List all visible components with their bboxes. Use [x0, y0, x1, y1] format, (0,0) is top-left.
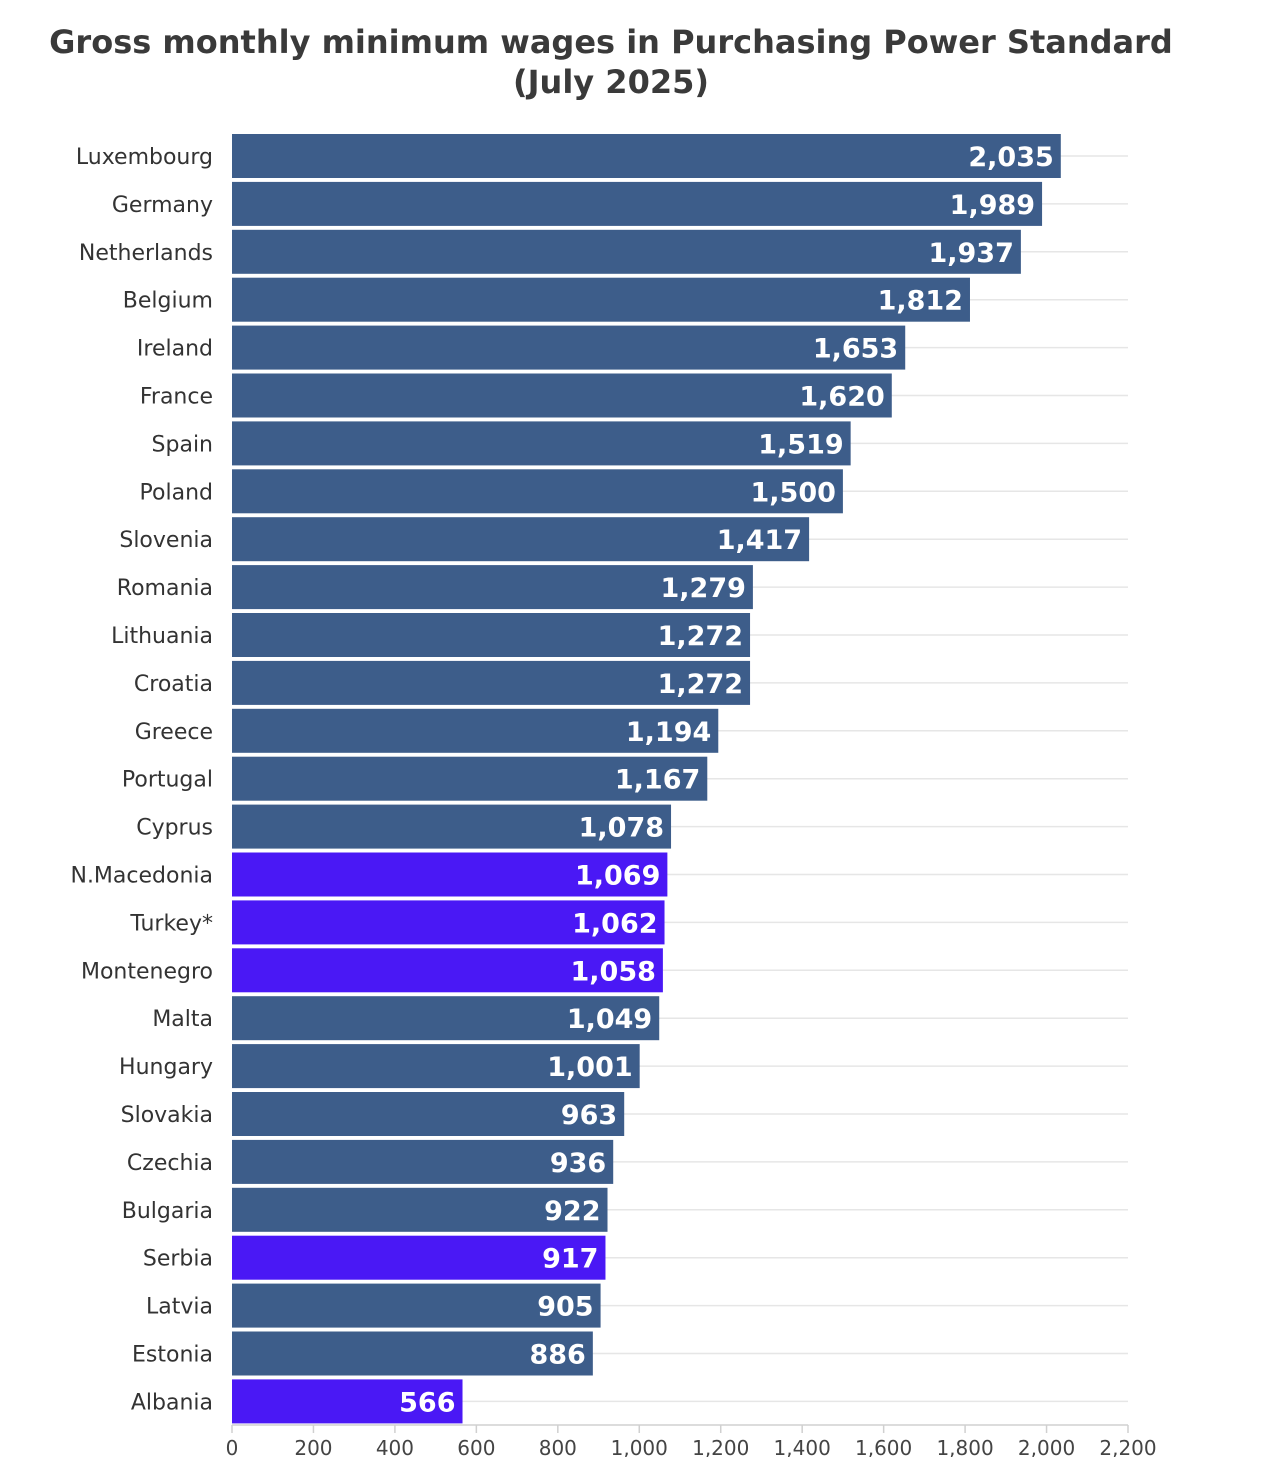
- category-label: Montenegro: [81, 959, 213, 984]
- bar: [232, 517, 810, 562]
- bar: [232, 996, 660, 1041]
- x-tick-label: 2,000: [1018, 1436, 1075, 1457]
- x-tick-label: 1,000: [611, 1436, 668, 1457]
- category-label: Latvia: [146, 1295, 213, 1320]
- category-label: Cyprus: [136, 816, 213, 841]
- bar: [232, 565, 753, 610]
- x-tick-label: 1,600: [855, 1436, 912, 1457]
- bar: [232, 900, 665, 945]
- category-label: Spain: [152, 432, 213, 457]
- data-label: 886: [529, 1340, 585, 1371]
- category-label: Czechia: [127, 1151, 213, 1176]
- bar: [232, 1139, 614, 1184]
- category-label: Turkey*: [129, 911, 213, 936]
- category-label: N.Macedonia: [70, 864, 213, 889]
- bars: Luxembourg 2,035 Germany 1,989 Netherlands 1,…: [70, 134, 1061, 1424]
- data-label: 2,035: [968, 142, 1053, 173]
- category-label: Bulgaria: [122, 1199, 213, 1224]
- data-label: 1,500: [751, 477, 836, 508]
- bar: [232, 1092, 625, 1136]
- chart-title-main: Gross monthly minimum wages in Purchasin…: [49, 23, 1173, 61]
- x-tick-label: 2,200: [1099, 1436, 1156, 1457]
- data-label: 917: [542, 1244, 598, 1275]
- category-label: Malta: [152, 1007, 213, 1032]
- category-label: France: [140, 385, 213, 410]
- bar: [232, 613, 751, 657]
- x-tick-label: 400: [376, 1436, 414, 1457]
- bar: [232, 1044, 640, 1089]
- category-label: Serbia: [143, 1247, 213, 1272]
- chart-subtitle: (July 2025): [513, 63, 709, 101]
- category-label: Croatia: [134, 672, 213, 697]
- data-label: 1,989: [950, 190, 1035, 221]
- bar: [232, 469, 843, 514]
- data-label: 1,653: [813, 334, 898, 365]
- category-label: Slovenia: [119, 528, 213, 553]
- data-label: 1,062: [572, 908, 657, 939]
- category-label: Ireland: [137, 337, 213, 362]
- category-label: Lithuania: [111, 624, 213, 649]
- chart-title: Gross monthly minimum wages in Purchasin…: [0, 22, 1222, 102]
- category-label: Romania: [117, 576, 213, 601]
- bar: [232, 708, 719, 753]
- category-label: Germany: [112, 193, 213, 218]
- bar: [232, 373, 892, 418]
- data-label: 963: [561, 1100, 617, 1131]
- data-label: 1,001: [547, 1052, 632, 1083]
- category-label: Greece: [135, 720, 213, 745]
- data-label: 1,058: [570, 956, 655, 987]
- data-label: 1,078: [579, 813, 664, 844]
- x-tick-label: 1,400: [774, 1436, 831, 1457]
- x-tick-label: 200: [294, 1436, 332, 1457]
- data-label: 1,272: [658, 621, 743, 652]
- bar: [232, 948, 663, 993]
- category-label: Luxembourg: [76, 145, 213, 170]
- data-label: 905: [537, 1292, 593, 1323]
- bar: [232, 277, 970, 322]
- bar: [232, 660, 751, 705]
- category-label: Hungary: [119, 1055, 213, 1080]
- data-label: 922: [544, 1196, 600, 1227]
- x-tick-label: 1,800: [936, 1436, 993, 1457]
- x-axis: 0 200 400 600 800 1,000 1,200 1,400 1,600 1,800 2,…: [226, 1424, 1157, 1457]
- data-label: 1,937: [928, 238, 1013, 269]
- data-label: 566: [399, 1387, 455, 1418]
- data-label: 1,519: [758, 429, 843, 460]
- bar: [232, 1379, 463, 1424]
- bar: [232, 852, 668, 897]
- data-label: 1,194: [626, 717, 711, 748]
- data-label: 1,069: [575, 861, 660, 892]
- data-label: 1,049: [567, 1004, 652, 1035]
- category-label: Belgium: [123, 289, 213, 314]
- category-label: Poland: [140, 480, 213, 505]
- data-label: 1,620: [799, 382, 884, 413]
- bar: [232, 421, 851, 466]
- x-tick-label: 800: [539, 1436, 577, 1457]
- bar: [232, 1331, 593, 1376]
- category-label: Albania: [131, 1390, 213, 1415]
- bar: [232, 181, 1043, 226]
- bar: [232, 756, 708, 801]
- data-label: 1,279: [660, 573, 745, 604]
- bar: [232, 1283, 601, 1328]
- data-label: 1,272: [658, 669, 743, 700]
- data-label: 1,417: [717, 525, 802, 556]
- bar: [232, 1187, 608, 1232]
- data-label: 1,812: [878, 286, 963, 317]
- x-tick-label: 1,200: [692, 1436, 749, 1457]
- bar: [232, 134, 1061, 178]
- bar: [232, 1235, 606, 1280]
- bar: [232, 325, 906, 370]
- data-label: 936: [550, 1148, 606, 1179]
- x-tick-label: 0: [226, 1436, 239, 1457]
- x-tick-label: 600: [457, 1436, 495, 1457]
- bar: [232, 229, 1021, 274]
- category-label: Netherlands: [79, 241, 213, 266]
- category-label: Portugal: [122, 768, 213, 793]
- category-label: Estonia: [132, 1343, 213, 1368]
- category-label: Slovakia: [121, 1103, 213, 1128]
- bar: [232, 804, 672, 849]
- data-label: 1,167: [615, 765, 700, 796]
